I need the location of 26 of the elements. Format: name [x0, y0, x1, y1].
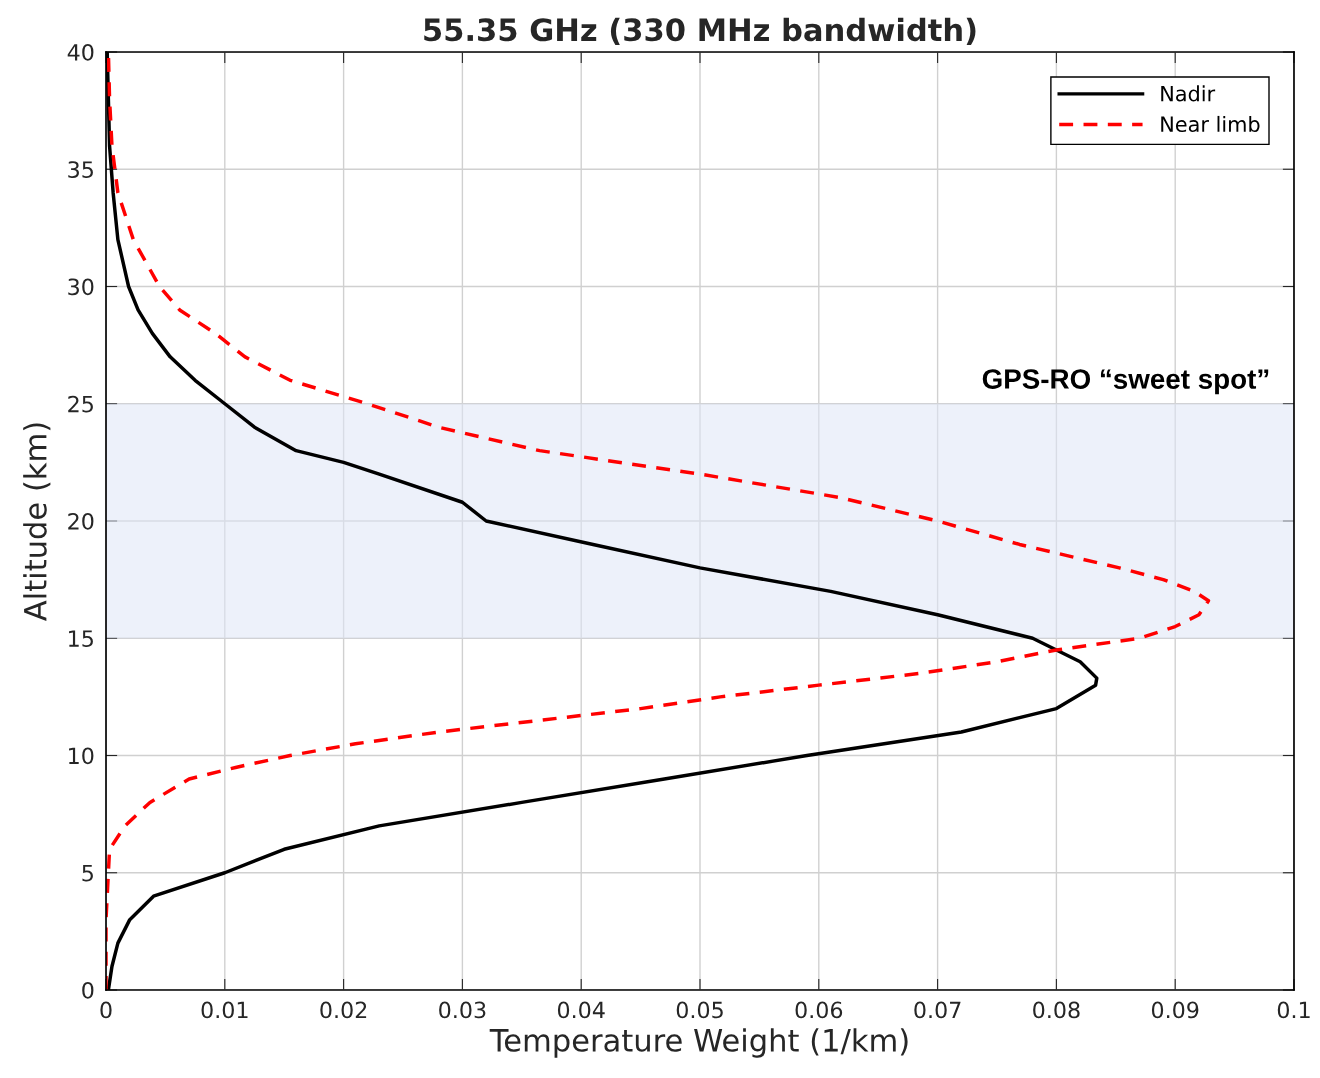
- band-label: GPS-RO “sweet spot”: [982, 369, 1269, 395]
- x-tick-label: 0.06: [795, 1001, 843, 1019]
- y-tick-label: 10: [69, 747, 94, 765]
- x-tick-label: 0.1: [1277, 1001, 1310, 1019]
- y-tick-label: 0: [82, 981, 94, 999]
- x-tick-label: 0.05: [676, 1001, 723, 1019]
- y-tick-label: 20: [68, 512, 94, 530]
- y-tick-label: 15: [69, 630, 93, 648]
- x-tick-label: 0.09: [1151, 1001, 1199, 1019]
- y-tick-label: 35: [68, 161, 93, 179]
- y-tick-label: 30: [68, 278, 94, 296]
- x-tick-label: 0.08: [1033, 1001, 1080, 1019]
- legend-label: Near limb: [1161, 115, 1260, 133]
- y-axis-title: Altitude (km): [23, 423, 51, 621]
- y-tick-label: 5: [82, 864, 93, 882]
- x-tick-label: 0.03: [439, 1001, 486, 1019]
- x-tick-label: 0.01: [201, 1001, 248, 1019]
- x-axis-title: Temperature Weight (1/km): [489, 1028, 908, 1058]
- y-tick-label: 25: [68, 395, 93, 413]
- y-tick-label: 40: [67, 43, 94, 61]
- x-tick-label: 0.07: [914, 1001, 961, 1019]
- x-tick-label: 0.04: [557, 1001, 605, 1019]
- x-tick-label: 0.02: [320, 1001, 367, 1019]
- x-tick-label: 0: [100, 1001, 112, 1019]
- legend-label: Nadir: [1161, 85, 1216, 102]
- chart-title: 55.35 GHz (330 MHz bandwidth): [424, 17, 976, 45]
